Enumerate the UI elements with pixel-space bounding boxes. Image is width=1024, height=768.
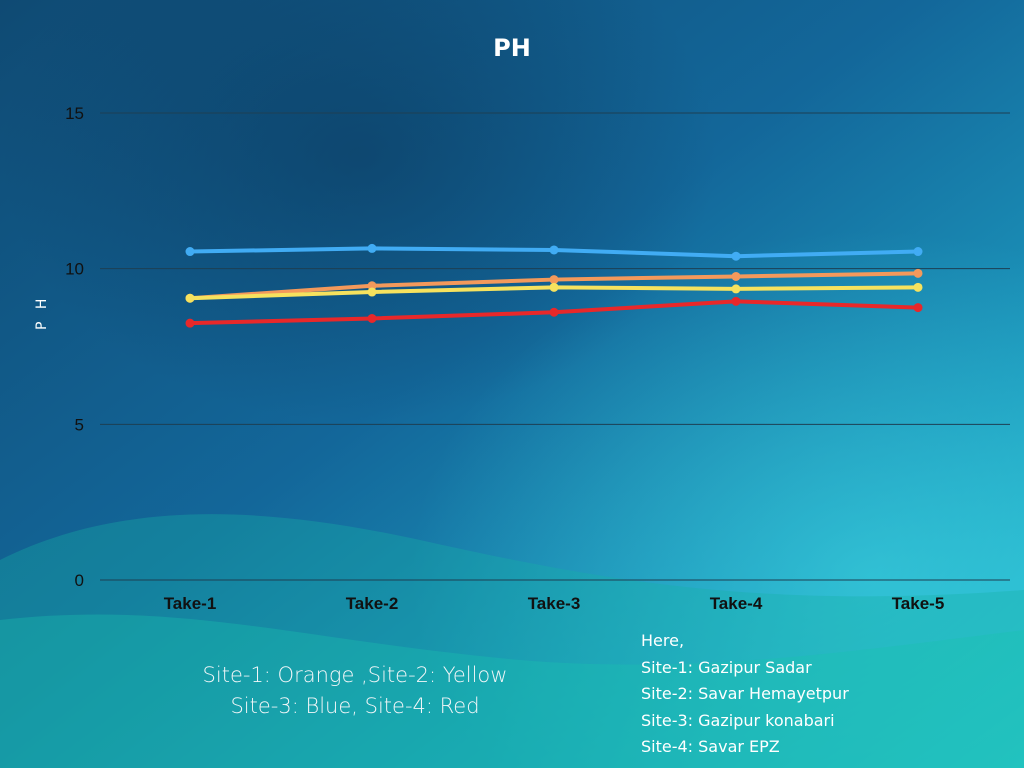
data-point-site4 (913, 303, 923, 313)
data-point-site1 (731, 271, 741, 281)
data-point-site4 (731, 296, 741, 306)
data-point-site4 (367, 313, 377, 323)
series-site4 (185, 296, 923, 328)
x-tick-label: Take-5 (892, 594, 945, 613)
data-point-site3 (185, 247, 195, 257)
data-point-site2 (913, 282, 923, 292)
data-point-site2 (549, 282, 559, 292)
x-tick-label: Take-1 (164, 594, 217, 613)
x-tick-labels: Take-1 Take-2 Take-3 Take-4 Take-5 (164, 594, 945, 613)
y-tick-label: 15 (65, 104, 84, 123)
y-axis-label: P H (34, 294, 50, 330)
data-point-site4 (549, 307, 559, 317)
y-tick-label: 5 (75, 415, 84, 434)
site-1-name: Site-1: Gazipur Sadar (641, 657, 812, 677)
sites-heading: Here, (641, 631, 685, 650)
site-3-name: Site-3: Gazipur konabari (641, 710, 835, 730)
y-tick-label: 0 (75, 571, 84, 590)
y-tick-label: 10 (65, 260, 84, 279)
x-tick-label: Take-4 (710, 594, 763, 613)
series-site3 (185, 243, 923, 261)
data-point-site1 (913, 268, 923, 278)
color-legend-note: Site-1: Orange ,Site-2: Yellow Site-3: B… (170, 660, 540, 722)
gridlines (100, 112, 1010, 581)
site-2-name: Site-2: Savar Hemayetpur (641, 684, 849, 703)
site-names-note: Here, Site-1: Gazipur Sadar Site-2: Sava… (641, 628, 849, 761)
data-point-site2 (367, 287, 377, 297)
data-point-site1 (549, 275, 559, 285)
data-point-site3 (367, 243, 377, 253)
chart-title: PH (493, 34, 531, 62)
data-point-site2 (731, 284, 741, 294)
y-tick-labels: 0 5 10 15 (65, 104, 84, 590)
x-tick-label: Take-3 (528, 594, 581, 613)
series-lines (185, 243, 923, 328)
data-point-site1 (367, 281, 377, 291)
legend-line-1: Site-1: Orange ,Site-2: Yellow (202, 663, 508, 687)
x-tick-label: Take-2 (346, 594, 399, 613)
data-point-site3 (549, 245, 559, 255)
data-point-site3 (913, 247, 923, 257)
data-point-site2 (185, 293, 195, 303)
data-point-site4 (185, 318, 195, 328)
legend-line-2: Site-3: Blue, Site-4: Red (230, 694, 480, 718)
series-site2 (185, 282, 923, 303)
data-point-site3 (731, 251, 741, 261)
site-4-name: Site-4: Savar EPZ (641, 737, 780, 756)
